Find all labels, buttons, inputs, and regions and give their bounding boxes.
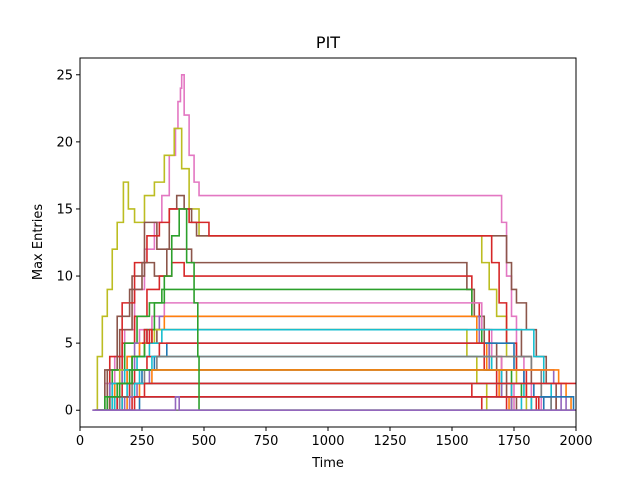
x-tick-label: 250 bbox=[130, 434, 155, 449]
series-line-30 bbox=[92, 396, 576, 412]
x-tick-label: 500 bbox=[192, 434, 217, 449]
y-axis: 0 5 10 15 20 25 bbox=[56, 68, 80, 419]
x-tick-label: 1500 bbox=[435, 434, 468, 449]
series-line-5 bbox=[94, 248, 518, 412]
series-line-13 bbox=[99, 328, 552, 412]
x-tick-label: 750 bbox=[254, 434, 279, 449]
series-line-31 bbox=[142, 328, 153, 344]
y-tick-label: 20 bbox=[56, 135, 73, 150]
y-tick-label: 0 bbox=[65, 404, 73, 419]
y-axis-label: Max Entries bbox=[31, 204, 46, 281]
y-tick-label: 5 bbox=[65, 337, 73, 352]
series-line-2 bbox=[93, 127, 528, 412]
series-layer bbox=[92, 73, 576, 412]
series-line-23 bbox=[119, 382, 576, 412]
y-tick-label: 10 bbox=[56, 270, 73, 285]
series-line-28 bbox=[94, 208, 576, 412]
x-tick-label: 1000 bbox=[311, 434, 344, 449]
y-tick-label: 15 bbox=[56, 202, 73, 217]
x-axis-label: Time bbox=[311, 456, 344, 471]
x-tick-label: 1250 bbox=[373, 434, 406, 449]
x-tick-label: 1750 bbox=[497, 434, 530, 449]
x-tick-label: 0 bbox=[76, 434, 84, 449]
y-tick-label: 25 bbox=[56, 68, 73, 83]
x-axis: 0 250 500 750 1000 1250 1500 1750 2000 bbox=[76, 427, 593, 449]
series-line-4 bbox=[99, 208, 538, 412]
x-tick-label: 2000 bbox=[559, 434, 592, 449]
chart-title: PIT bbox=[316, 33, 340, 52]
